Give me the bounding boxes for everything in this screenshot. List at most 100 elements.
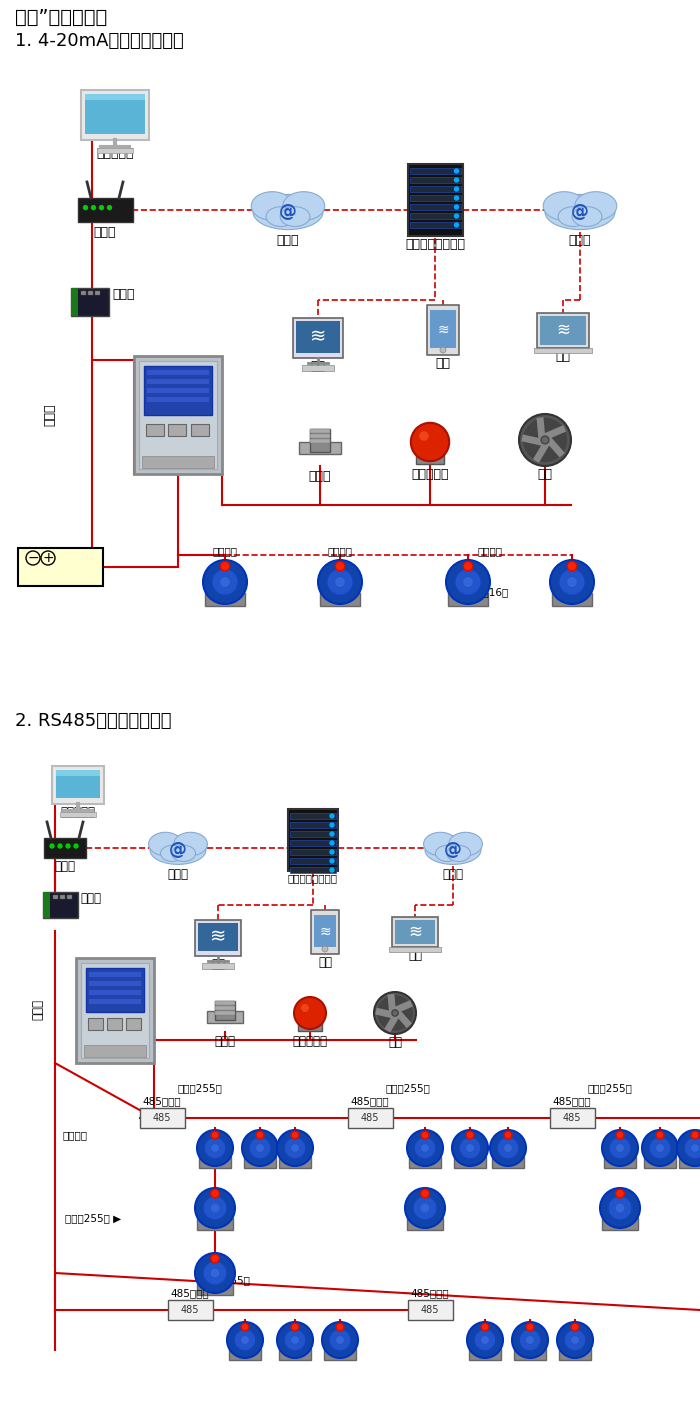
- Text: 通讯线: 通讯线: [43, 404, 57, 426]
- Text: 信号输出: 信号输出: [213, 546, 237, 556]
- Bar: [81, 291, 86, 295]
- Text: AC 220V: AC 220V: [34, 573, 87, 585]
- Ellipse shape: [150, 836, 206, 864]
- Text: 可连接255台: 可连接255台: [205, 1275, 250, 1285]
- Text: 互联网: 互联网: [568, 234, 592, 248]
- Text: 485中继器: 485中继器: [351, 1096, 389, 1106]
- Circle shape: [277, 1130, 313, 1166]
- Bar: [410, 204, 461, 210]
- Bar: [60, 812, 96, 817]
- Bar: [71, 288, 78, 317]
- Bar: [448, 592, 488, 606]
- Circle shape: [564, 1330, 586, 1351]
- Text: 风机: 风机: [538, 469, 552, 481]
- Bar: [347, 1107, 393, 1128]
- Bar: [290, 832, 336, 837]
- Circle shape: [421, 1189, 429, 1197]
- Bar: [537, 312, 589, 348]
- Circle shape: [377, 995, 413, 1031]
- Text: 终端: 终端: [556, 350, 570, 363]
- Bar: [52, 765, 104, 803]
- Circle shape: [566, 577, 578, 588]
- Circle shape: [291, 1323, 299, 1331]
- Bar: [430, 310, 456, 348]
- Bar: [60, 895, 64, 899]
- Bar: [56, 770, 100, 777]
- Circle shape: [335, 577, 346, 588]
- Bar: [197, 1283, 233, 1294]
- Text: 电磁阀: 电磁阀: [309, 470, 331, 483]
- Circle shape: [197, 1130, 233, 1166]
- Circle shape: [454, 205, 458, 210]
- Text: 485: 485: [360, 1113, 379, 1123]
- Bar: [147, 378, 209, 384]
- Text: 信号输出: 信号输出: [62, 1130, 88, 1140]
- Text: 安帛尔网络服务器: 安帛尔网络服务器: [405, 238, 465, 250]
- Bar: [139, 362, 217, 469]
- Text: 转换器: 转换器: [80, 892, 101, 906]
- Circle shape: [327, 568, 354, 595]
- Bar: [244, 1157, 276, 1168]
- Circle shape: [523, 418, 567, 461]
- Circle shape: [204, 1137, 226, 1159]
- Circle shape: [459, 1137, 481, 1159]
- Text: @: @: [169, 841, 187, 860]
- Ellipse shape: [543, 191, 585, 221]
- Circle shape: [58, 844, 62, 848]
- Circle shape: [249, 1137, 271, 1159]
- Ellipse shape: [253, 194, 323, 229]
- Circle shape: [242, 1130, 278, 1166]
- Bar: [407, 165, 463, 236]
- Bar: [559, 1349, 592, 1359]
- Text: ≋: ≋: [556, 321, 570, 339]
- Text: 互联网: 互联网: [276, 234, 300, 248]
- Circle shape: [203, 1196, 227, 1220]
- Circle shape: [210, 1268, 220, 1278]
- Bar: [126, 1019, 141, 1030]
- Circle shape: [570, 1335, 580, 1345]
- Circle shape: [616, 1131, 624, 1140]
- Bar: [78, 198, 132, 222]
- Ellipse shape: [160, 846, 184, 861]
- Bar: [644, 1157, 676, 1168]
- Bar: [207, 1012, 243, 1023]
- Circle shape: [481, 1323, 489, 1331]
- Bar: [147, 370, 209, 376]
- Bar: [298, 1019, 322, 1031]
- Circle shape: [480, 1335, 489, 1345]
- Circle shape: [392, 1010, 398, 1016]
- Circle shape: [405, 1188, 445, 1228]
- Bar: [314, 915, 336, 947]
- Circle shape: [330, 841, 334, 846]
- Text: 风机: 风机: [388, 1036, 402, 1050]
- Circle shape: [211, 1131, 219, 1140]
- Bar: [52, 895, 57, 899]
- Ellipse shape: [558, 207, 588, 227]
- Bar: [310, 433, 330, 438]
- Bar: [550, 1107, 594, 1128]
- Bar: [296, 321, 340, 353]
- Text: 信号输出: 信号输出: [477, 546, 503, 556]
- Bar: [604, 1157, 636, 1168]
- Circle shape: [330, 868, 334, 872]
- Text: 可连接255台: 可连接255台: [177, 1083, 222, 1093]
- Bar: [310, 439, 330, 443]
- Circle shape: [649, 1137, 671, 1159]
- Bar: [540, 315, 586, 345]
- Bar: [514, 1349, 546, 1359]
- Circle shape: [567, 561, 577, 571]
- Bar: [215, 1000, 235, 1020]
- Circle shape: [211, 1144, 220, 1152]
- Text: 485中继器: 485中继器: [143, 1096, 181, 1106]
- Bar: [43, 892, 78, 917]
- Circle shape: [655, 1144, 664, 1152]
- Bar: [97, 148, 133, 153]
- Circle shape: [454, 222, 458, 227]
- Circle shape: [490, 1130, 526, 1166]
- Circle shape: [497, 1137, 519, 1159]
- Bar: [310, 429, 330, 433]
- Bar: [416, 449, 444, 463]
- Circle shape: [322, 946, 328, 953]
- Circle shape: [220, 561, 230, 571]
- Circle shape: [108, 205, 111, 210]
